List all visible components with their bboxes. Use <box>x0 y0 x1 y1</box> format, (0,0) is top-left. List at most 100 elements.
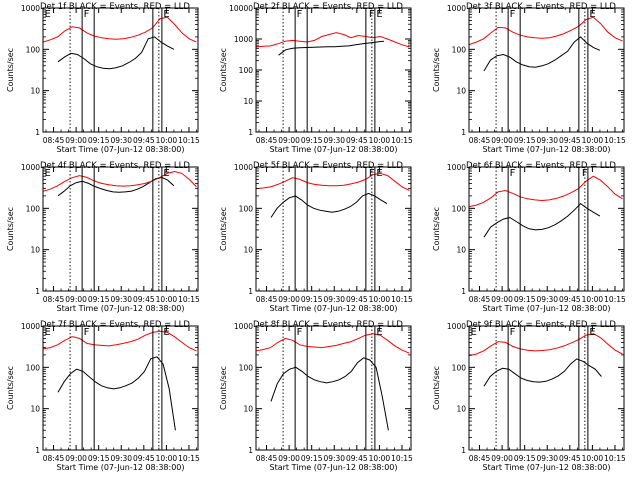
subplot-title: Det 6f BLACK = Events, RED = LLD <box>466 161 616 171</box>
y-axis-label: Counts/sec <box>6 366 15 410</box>
y-tick-label: 1000 <box>447 4 466 13</box>
x-tick-label: 09:30 <box>323 295 345 304</box>
x-tick-label: 10:15 <box>604 295 626 304</box>
subplot-title: Det 4f BLACK = Events, RED = LLD <box>40 161 190 171</box>
x-axis-label: Start Time (07-Jun-12 08:38:00) <box>57 463 185 472</box>
y-tick-label: 1 <box>461 128 466 137</box>
y-tick-label: 1000 <box>21 163 40 172</box>
x-axis-label: Start Time (07-Jun-12 08:38:00) <box>483 145 611 154</box>
plot-frame <box>42 166 199 292</box>
subplot-title: Det 1f BLACK = Events, RED = LLD <box>40 2 190 12</box>
series-lld-line <box>42 170 197 192</box>
plot-frame <box>255 7 412 133</box>
subplot-title: Det 3f BLACK = Events, RED = LLD <box>466 2 616 12</box>
x-tick-label: 09:30 <box>323 454 345 463</box>
x-tick-label: 09:45 <box>346 295 368 304</box>
y-tick-label: 1 <box>248 287 253 296</box>
series-events-line <box>483 358 602 387</box>
series-events-line <box>270 192 388 218</box>
x-tick-label: 09:15 <box>301 454 323 463</box>
y-tick-label: 1000 <box>21 322 40 331</box>
series-lld-line <box>255 172 410 191</box>
x-tick-label: 09:30 <box>536 295 558 304</box>
x-tick-label: 10:15 <box>391 136 413 145</box>
x-tick-label: 09:00 <box>65 295 87 304</box>
plot-frame <box>468 7 625 133</box>
x-tick-label: 09:00 <box>278 454 300 463</box>
x-tick-label: 09:30 <box>323 136 345 145</box>
x-tick-label: 10:00 <box>582 136 604 145</box>
x-axis-label: Start Time (07-Jun-12 08:38:00) <box>270 145 398 154</box>
subplot-title: Det 2f BLACK = Events, RED = LLD <box>253 2 403 12</box>
y-tick-label: 10 <box>456 405 466 414</box>
x-tick-label: 08:45 <box>256 454 278 463</box>
x-tick-label: 09:00 <box>491 136 513 145</box>
series-events-line <box>57 356 176 431</box>
x-tick-label: 09:45 <box>559 454 581 463</box>
plot-frame <box>42 7 199 133</box>
y-tick-label: 1000 <box>21 4 40 13</box>
marker-label: F <box>510 9 516 20</box>
x-tick-label: 09:15 <box>88 295 110 304</box>
x-tick-label: 08:45 <box>469 136 491 145</box>
y-tick-label: 100 <box>452 204 467 213</box>
subplot-title: Det 9f BLACK = Events, RED = LLD <box>466 320 616 330</box>
x-tick-label: 10:00 <box>582 295 604 304</box>
x-tick-label: 08:45 <box>469 295 491 304</box>
x-tick-label: 09:00 <box>278 136 300 145</box>
x-tick-label: 09:15 <box>88 454 110 463</box>
y-tick-label: 1 <box>248 128 253 137</box>
y-tick-label: 100 <box>26 204 41 213</box>
y-axis-label: Counts/sec <box>219 366 228 410</box>
y-tick-label: 1000 <box>447 322 466 331</box>
x-tick-label: 09:15 <box>301 295 323 304</box>
x-tick-label: 08:45 <box>256 295 278 304</box>
x-tick-label: 09:45 <box>346 136 368 145</box>
x-tick-label: 08:45 <box>256 136 278 145</box>
x-tick-label: 09:45 <box>133 454 155 463</box>
y-tick-label: 1 <box>35 128 40 137</box>
x-tick-label: 10:15 <box>391 295 413 304</box>
series-lld-line <box>468 16 623 46</box>
y-tick-label: 10 <box>456 87 466 96</box>
plot-frame <box>468 166 625 292</box>
marker-label: F <box>84 327 90 338</box>
x-tick-label: 10:15 <box>178 295 200 304</box>
marker-label: E <box>163 9 169 20</box>
x-axis-label: Start Time (07-Jun-12 08:38:00) <box>483 463 611 472</box>
plot-frame <box>255 325 412 451</box>
x-tick-label: 09:30 <box>536 136 558 145</box>
series-events-line <box>57 176 175 197</box>
y-tick-label: 1 <box>248 446 253 455</box>
x-tick-label: 10:15 <box>391 454 413 463</box>
marker-label: E <box>376 168 382 179</box>
x-tick-label: 10:15 <box>178 136 200 145</box>
marker-label: F <box>84 9 90 20</box>
series-lld-line <box>468 333 623 357</box>
x-axis-label: Start Time (07-Jun-12 08:38:00) <box>57 304 185 313</box>
x-tick-label: 10:15 <box>178 454 200 463</box>
y-axis-label: Counts/sec <box>219 207 228 251</box>
x-tick-label: 09:00 <box>278 295 300 304</box>
x-tick-label: 09:15 <box>514 295 536 304</box>
x-tick-label: 10:15 <box>604 454 626 463</box>
y-tick-label: 1000 <box>234 163 253 172</box>
y-tick-label: 100 <box>26 45 41 54</box>
x-tick-label: 09:15 <box>514 454 536 463</box>
x-tick-label: 10:00 <box>582 454 604 463</box>
x-tick-label: 09:00 <box>65 454 87 463</box>
x-tick-label: 08:45 <box>43 454 65 463</box>
series-events-line <box>483 202 601 238</box>
x-tick-label: 08:45 <box>43 295 65 304</box>
plot-frame <box>42 325 199 451</box>
x-tick-label: 09:45 <box>133 295 155 304</box>
marker-label: E <box>589 9 595 20</box>
x-tick-label: 09:30 <box>110 295 132 304</box>
y-tick-label: 10 <box>30 87 40 96</box>
x-tick-label: 10:15 <box>604 136 626 145</box>
y-tick-label: 100 <box>452 45 467 54</box>
